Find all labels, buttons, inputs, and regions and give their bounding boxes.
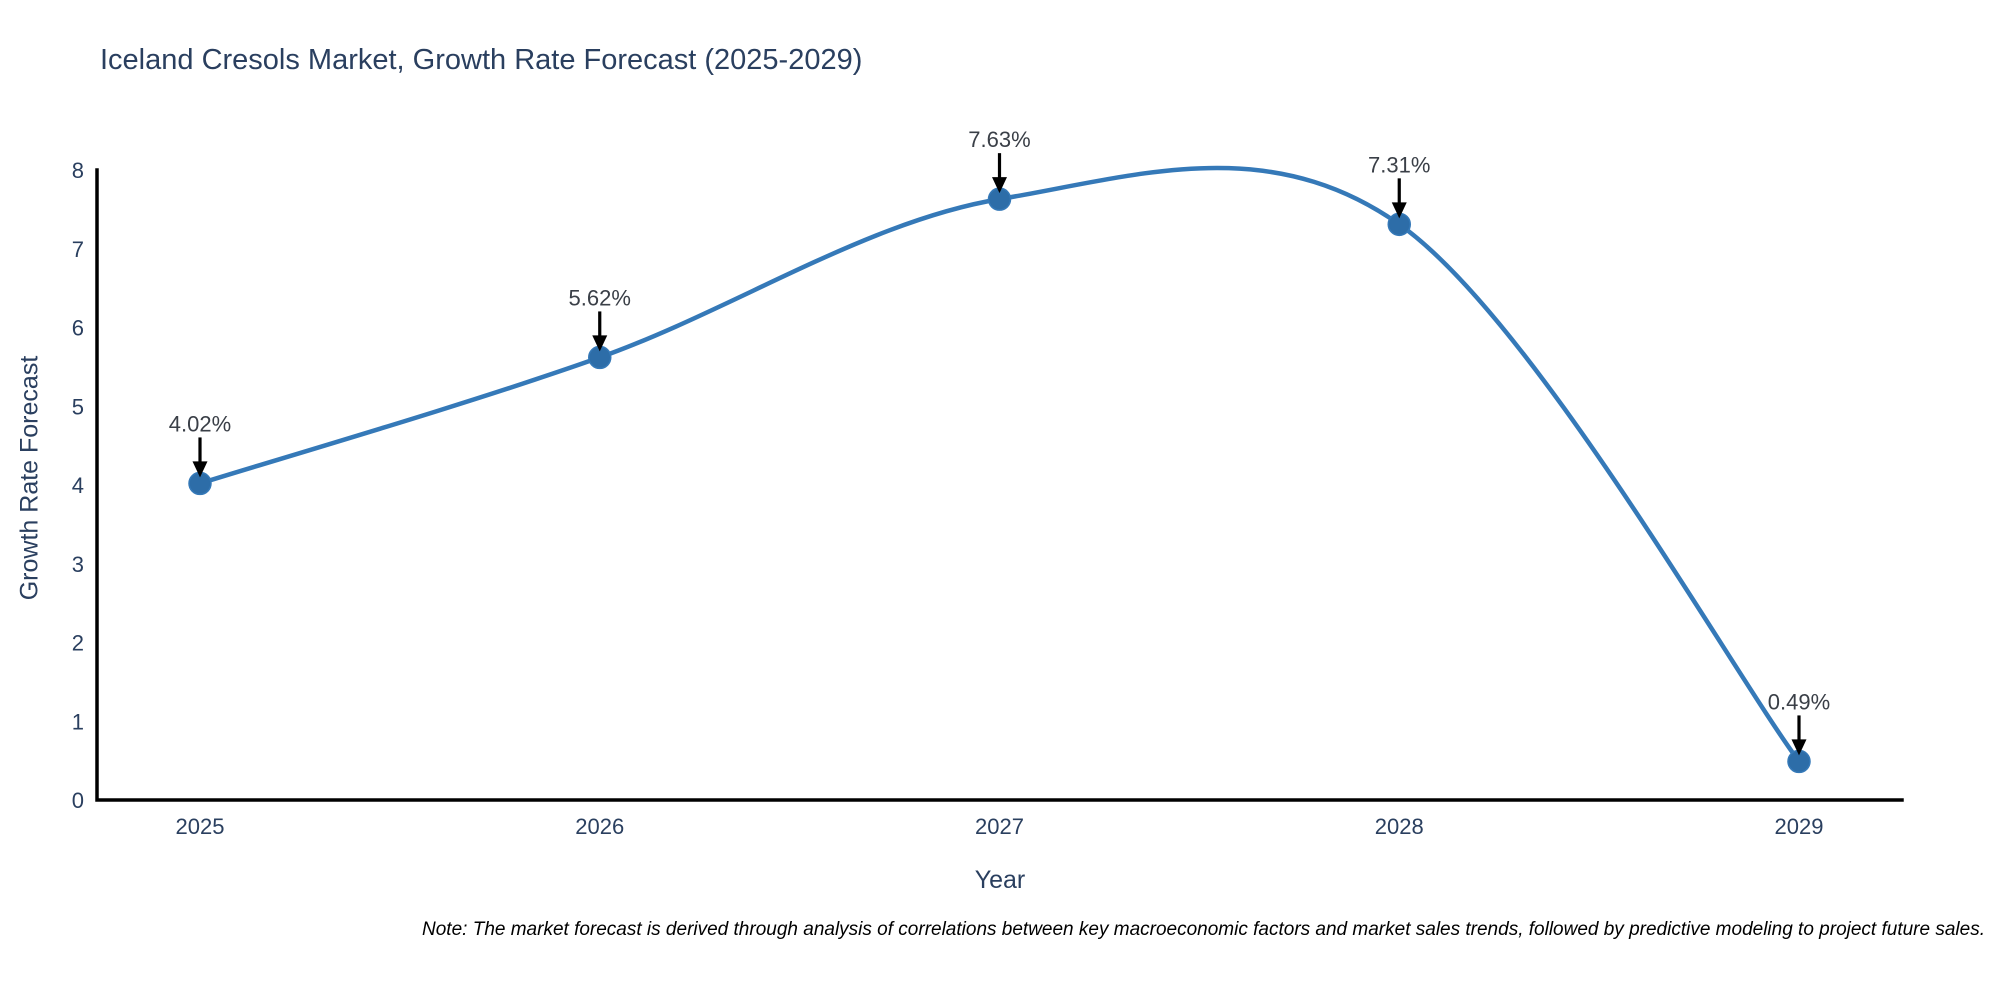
x-tick-label: 2029 [1775, 814, 1824, 839]
y-tick-label: 0 [72, 788, 84, 813]
y-tick-label: 6 [72, 316, 84, 341]
x-tick-label: 2027 [975, 814, 1024, 839]
data-point-label: 7.63% [968, 127, 1030, 152]
data-point-label: 7.31% [1368, 152, 1430, 177]
annotation-arrowhead [1391, 202, 1407, 219]
chart-title: Iceland Cresols Market, Growth Rate Fore… [100, 44, 863, 76]
y-tick-label: 5 [72, 394, 84, 419]
x-tick-label: 2025 [176, 814, 225, 839]
annotation-arrowhead [992, 177, 1007, 194]
annotation-arrowhead [1791, 739, 1807, 756]
y-tick-label: 3 [72, 552, 84, 577]
data-point-label: 5.62% [569, 285, 631, 310]
footnote: Note: The market forecast is derived thr… [422, 919, 1985, 940]
axis-spine [95, 168, 1904, 802]
y-tick-label: 8 [72, 158, 84, 183]
x-tick-label: 2028 [1375, 814, 1424, 839]
y-tick-label: 4 [72, 473, 84, 498]
data-point-label: 4.02% [169, 411, 231, 436]
x-axis-title: Year [974, 866, 1026, 894]
annotation-arrowhead [592, 335, 608, 352]
data-point-label: 0.49% [1768, 689, 1830, 714]
y-tick-label: 7 [72, 237, 84, 262]
annotation-arrowhead [192, 461, 208, 478]
y-tick-label: 2 [72, 631, 84, 656]
trend-line [199, 165, 1801, 763]
x-tick-label: 2026 [575, 814, 624, 839]
y-tick-label: 1 [72, 709, 84, 734]
